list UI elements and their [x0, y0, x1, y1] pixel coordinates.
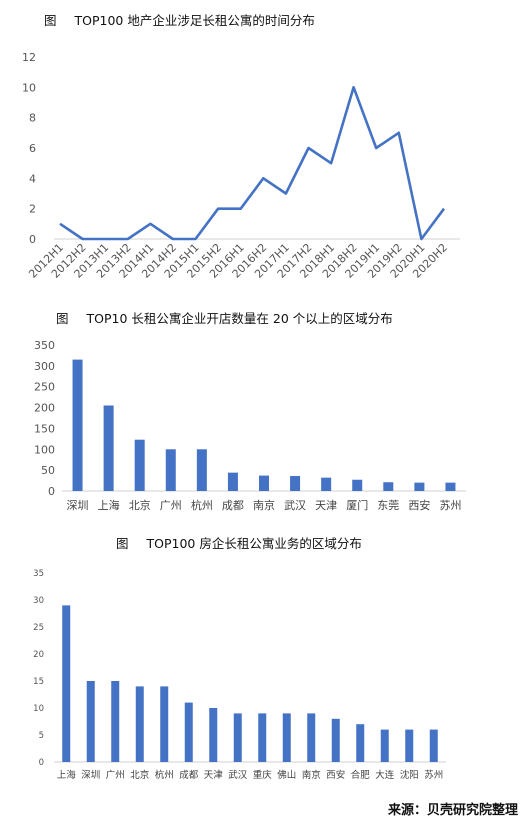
chart3-y-tick-label: 15 [33, 677, 44, 687]
chart3-x-tick-label: 天津 [204, 770, 224, 781]
chart2-x-tick-label: 深圳 [67, 499, 89, 512]
chart2-y-tick-label: 350 [34, 339, 55, 352]
chart1-title: 图 TOP100 地产企业涉足长租公寓的时间分布 [44, 10, 530, 29]
chart2-y-tick-label: 200 [34, 402, 55, 415]
chart3-x-tick-label: 广州 [106, 769, 125, 781]
chart2-x-tick-label: 东莞 [377, 499, 399, 512]
chart2-bar [72, 359, 83, 491]
chart2-x-tick-label: 天津 [315, 499, 337, 512]
source-note: 来源：贝壳研究院整理 [387, 803, 518, 818]
chart3-figure-prefix: 图 [116, 536, 129, 551]
chart3-x-tick-label: 武汉 [228, 769, 248, 781]
chart2-bar [383, 482, 394, 491]
chart2-bar [196, 449, 207, 491]
chart3-x-tick-label: 上海 [57, 769, 77, 781]
chart2-x-tick-label: 武汉 [284, 499, 306, 512]
chart3-bar [307, 713, 316, 762]
chart3-bar [86, 681, 95, 762]
chart3-bar [209, 708, 218, 762]
chart1-y-tick-label: 6 [29, 142, 36, 155]
chart3-bar [380, 729, 389, 762]
chart2-x-tick-label: 北京 [129, 498, 151, 512]
chart3-x-tick-label: 北京 [130, 769, 149, 781]
chart2-bar [414, 482, 425, 491]
chart3-bar [160, 686, 169, 762]
chart3-bar [356, 724, 365, 762]
chart2-x-tick-label: 南京 [253, 498, 275, 512]
chart3-y-tick-label: 30 [33, 596, 44, 606]
chart3-x-tick-label: 沈阳 [400, 769, 419, 781]
chart3-title: 图 TOP100 房企长租公寓业务的区域分布 [116, 533, 530, 552]
chart2-bar [290, 475, 301, 491]
chart3-x-tick-label: 重庆 [253, 769, 273, 781]
chart3-x-tick-label: 深圳 [81, 770, 100, 781]
chart2-bar [134, 439, 145, 491]
chart2-bar [227, 472, 238, 491]
chart2-bar [103, 405, 114, 491]
chart3-y-tick-label: 10 [33, 704, 44, 714]
chart2-bar [259, 475, 269, 491]
chart3-x-tick-label: 佛山 [277, 769, 296, 781]
chart1-y-tick-label: 4 [29, 172, 36, 185]
chart2-figure-prefix: 图 [56, 311, 69, 326]
chart3-x-tick-label: 成都 [179, 769, 199, 781]
chart1-figure-prefix: 图 [44, 13, 57, 28]
chart2-x-tick-label: 成都 [222, 499, 244, 512]
chart1-y-tick-label: 0 [29, 233, 36, 246]
chart3-y-tick-label: 5 [39, 731, 44, 741]
chart3-bar [233, 713, 242, 762]
chart3-bar [258, 713, 267, 762]
chart3-bar [184, 702, 193, 762]
chart2-y-tick-label: 150 [34, 422, 55, 435]
chart1-y-tick-label: 8 [29, 112, 36, 125]
chart2-x-tick-label: 杭州 [191, 498, 213, 512]
chart2-x-tick-label: 上海 [98, 498, 120, 512]
chart2-bar [321, 477, 332, 491]
chart1-y-tick-label: 12 [22, 51, 36, 64]
chart3-bar [331, 718, 340, 762]
chart3-x-tick-label: 杭州 [155, 769, 174, 781]
chart3-x-tick-label: 大连 [375, 769, 395, 781]
chart3-bar [135, 686, 144, 762]
chart3-bar [429, 729, 438, 762]
chart3-y-tick-label: 20 [33, 650, 44, 660]
chart2-bar [352, 479, 363, 491]
chart2-y-tick-label: 100 [34, 443, 55, 456]
chart1-title-text: TOP100 地产企业涉足长租公寓的时间分布 [74, 13, 315, 28]
chart2-y-tick-label: 300 [34, 360, 55, 373]
chart3-x-tick-label: 西安 [326, 769, 345, 781]
chart1-y-tick-label: 10 [22, 81, 36, 94]
chart3-x-tick-label: 苏州 [424, 769, 443, 781]
chart3-y-tick-label: 0 [39, 758, 44, 768]
chart2-title-text: TOP10 长租公寓企业开店数量在 20 个以上的区域分布 [86, 311, 393, 326]
chart3-y-tick-label: 35 [33, 569, 44, 579]
chart3-x-tick-label: 南京 [302, 769, 321, 781]
chart1-series-line [59, 86, 446, 241]
chart3-bar [405, 729, 414, 762]
chart2-bar [445, 482, 456, 491]
chart2-title: 图 TOP10 长租公寓企业开店数量在 20 个以上的区域分布 [56, 308, 530, 327]
chart3-x-tick-label: 合肥 [351, 769, 371, 781]
chart2-x-tick-label: 厦门 [346, 498, 368, 512]
chart3-y-tick-label: 25 [33, 623, 44, 633]
chart2-bar [165, 449, 176, 491]
chart3-bar [282, 713, 291, 762]
chart1-y-tick-label: 2 [29, 203, 36, 216]
chart2-x-tick-label: 西安 [408, 498, 430, 512]
chart3-bar [111, 681, 120, 762]
chart3-bar [62, 605, 71, 762]
chart2-x-tick-label: 广州 [160, 499, 182, 512]
chart2-x-tick-label: 苏州 [439, 499, 461, 512]
chart3-title-text: TOP100 房企长租公寓业务的区域分布 [146, 536, 362, 551]
chart2-y-tick-label: 0 [48, 485, 55, 498]
chart2-y-tick-label: 250 [34, 381, 55, 394]
chart2-y-tick-label: 50 [41, 464, 55, 477]
